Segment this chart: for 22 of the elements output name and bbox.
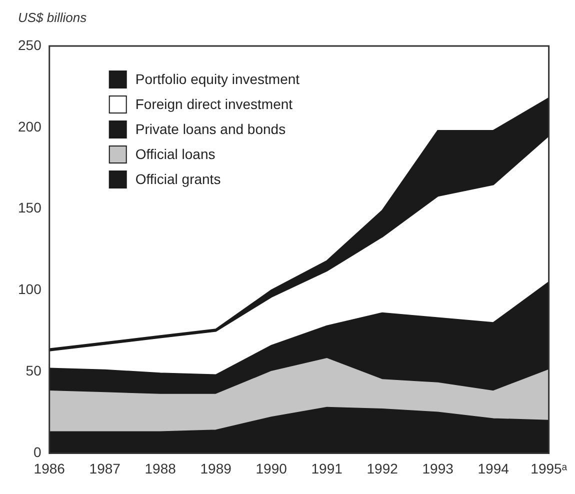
y-axis-title: US$ billions xyxy=(18,10,87,25)
x-tick-label: 1995ᵃ xyxy=(530,460,568,476)
y-tick-label: 200 xyxy=(18,118,42,134)
x-tick-label: 1987 xyxy=(89,460,121,476)
legend-label: Official loans xyxy=(135,146,216,162)
y-tick-label: 250 xyxy=(18,36,42,53)
x-tick-label: 1990 xyxy=(256,460,288,476)
x-tick-label: 1989 xyxy=(200,460,232,476)
x-tick-label: 1986 xyxy=(34,460,66,476)
legend-label: Portfolio equity investment xyxy=(135,70,300,87)
x-tick-label: 1993 xyxy=(422,460,454,476)
y-tick-label: 150 xyxy=(18,200,42,216)
x-tick-label: 1994 xyxy=(478,460,510,476)
y-tick-label: 50 xyxy=(26,362,42,379)
legend-label: Foreign direct investment xyxy=(135,96,293,112)
x-tick-label: 1992 xyxy=(366,460,398,476)
x-tick-label: 1991 xyxy=(311,460,343,476)
y-tick-label: 100 xyxy=(18,281,42,298)
legend-label: Private loans and bonds xyxy=(135,120,286,137)
legend-label: Official grants xyxy=(135,170,221,187)
y-tick-label: 0 xyxy=(34,444,42,460)
x-tick-label: 1988 xyxy=(144,460,176,476)
